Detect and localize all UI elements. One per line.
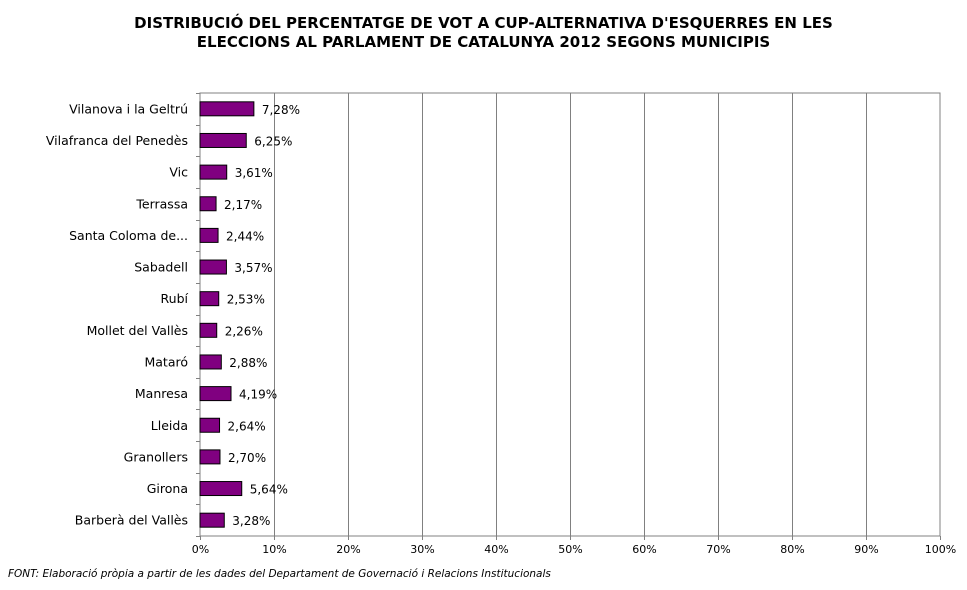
data-label: 2,26% bbox=[225, 324, 263, 338]
bar bbox=[199, 386, 232, 402]
data-label: 3,57% bbox=[234, 261, 272, 275]
x-tick-label: 20% bbox=[336, 543, 360, 556]
bar bbox=[199, 481, 243, 497]
chart-title-line-1: DISTRIBUCIÓ DEL PERCENTATGE DE VOT A CUP… bbox=[134, 14, 833, 32]
category-label: Vic bbox=[169, 165, 188, 180]
source-note: FONT: Elaboració pròpia a partir de les … bbox=[8, 568, 551, 580]
bar bbox=[199, 196, 217, 212]
category-label: Rubí bbox=[161, 291, 189, 306]
bar bbox=[199, 132, 247, 148]
chart-title: DISTRIBUCIÓ DEL PERCENTATGE DE VOT A CUP… bbox=[0, 14, 967, 52]
bar bbox=[199, 101, 255, 117]
category-label: Terrassa bbox=[135, 196, 188, 211]
category-label: Girona bbox=[147, 481, 188, 496]
data-label: 7,28% bbox=[262, 103, 300, 117]
data-label: 4,19% bbox=[239, 388, 277, 402]
category-label: Vilafranca del Penedès bbox=[46, 133, 188, 148]
bar bbox=[199, 449, 221, 465]
x-tick-label: 30% bbox=[410, 543, 434, 556]
category-label: Sabadell bbox=[134, 260, 188, 275]
category-label: Mollet del Vallès bbox=[87, 323, 188, 338]
x-tick-label: 50% bbox=[558, 543, 582, 556]
category-label: Lleida bbox=[151, 418, 188, 433]
x-tick-label: 10% bbox=[262, 543, 286, 556]
category-label: Barberà del Vallès bbox=[75, 513, 188, 528]
x-tick-label: 0% bbox=[192, 543, 209, 556]
x-tick-label: 60% bbox=[632, 543, 656, 556]
category-label: Vilanova i la Geltrú bbox=[69, 101, 188, 116]
bar bbox=[199, 259, 227, 275]
x-tick-label: 80% bbox=[780, 543, 804, 556]
bar bbox=[199, 291, 220, 307]
x-tick-label: 70% bbox=[706, 543, 730, 556]
x-tick-label: 40% bbox=[484, 543, 508, 556]
data-label: 2,53% bbox=[227, 293, 265, 307]
data-label: 5,64% bbox=[250, 483, 288, 497]
data-label: 2,70% bbox=[228, 451, 266, 465]
data-label: 2,44% bbox=[226, 229, 264, 243]
data-label: 6,25% bbox=[254, 134, 292, 148]
bar bbox=[199, 512, 225, 528]
category-label: Manresa bbox=[135, 386, 188, 401]
chart-title-line-2: ELECCIONS AL PARLAMENT DE CATALUNYA 2012… bbox=[196, 33, 771, 51]
category-label: Granollers bbox=[124, 449, 188, 464]
bar bbox=[199, 322, 218, 338]
category-label: Mataró bbox=[144, 354, 188, 369]
data-label: 3,28% bbox=[232, 514, 270, 528]
data-label: 2,17% bbox=[224, 198, 262, 212]
category-label: Santa Coloma de... bbox=[69, 228, 188, 243]
data-label: 3,61% bbox=[235, 166, 273, 180]
bar bbox=[199, 164, 228, 180]
bar bbox=[199, 227, 219, 243]
x-tick-label: 100% bbox=[925, 543, 956, 556]
data-label: 2,64% bbox=[228, 419, 266, 433]
data-label: 2,88% bbox=[229, 356, 267, 370]
bar bbox=[199, 417, 221, 433]
bar bbox=[199, 354, 222, 370]
x-tick-label: 90% bbox=[854, 543, 878, 556]
